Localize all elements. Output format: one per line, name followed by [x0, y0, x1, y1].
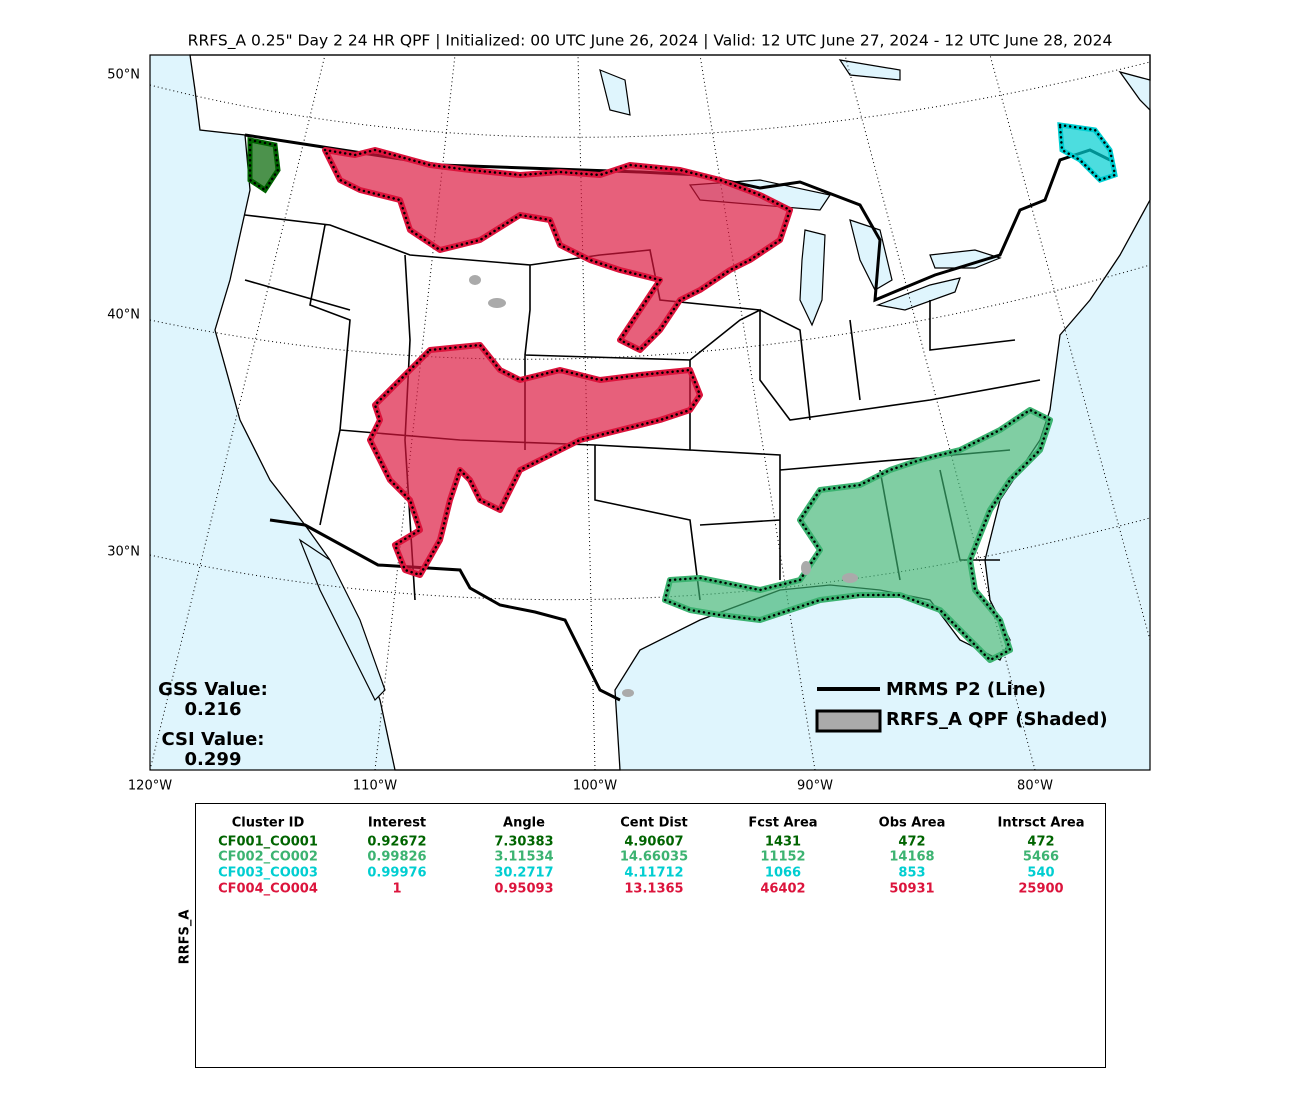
- lon-label: 110°W: [353, 779, 397, 794]
- table-cell: 1: [392, 882, 401, 897]
- unmatched-object: [469, 275, 481, 285]
- observed-object: [1058, 123, 1117, 182]
- table-cell: 46402: [760, 882, 805, 897]
- legend-label: MRMS P2 (Line): [886, 679, 1046, 700]
- parallel: [149, 61, 1151, 138]
- table-cell: CF002_CO002: [218, 850, 318, 865]
- table-cell: CF004_CO004: [218, 882, 318, 897]
- lat-label: 30°N: [107, 545, 140, 560]
- title: RRFS_A 0.25" Day 2 24 HR QPF | Initializ…: [188, 32, 1113, 51]
- lon-label: 80°W: [1017, 779, 1053, 794]
- observed-object: [368, 343, 702, 577]
- column-header: Intrsct Area: [998, 816, 1085, 831]
- table-cell: 13.1365: [624, 882, 683, 897]
- column-header: Obs Area: [879, 816, 946, 831]
- gulf-of-california: [298, 538, 386, 702]
- observed-object: [248, 138, 280, 192]
- map: [149, 54, 1151, 771]
- meridian: [699, 54, 816, 771]
- table-cell: 1066: [765, 866, 801, 881]
- table-cell: 1431: [765, 835, 801, 850]
- unmatched-object: [842, 573, 858, 583]
- lat-label: 40°N: [107, 308, 140, 323]
- column-header: Cent Dist: [620, 816, 688, 831]
- table-cell: 3.11534: [494, 850, 553, 865]
- table-cell: 0.99976: [367, 866, 426, 881]
- column-header: Interest: [368, 816, 426, 831]
- table-cell: 4.90607: [624, 835, 683, 850]
- table-side-label: RRFS_A: [178, 910, 193, 965]
- score-value: 0.216: [185, 699, 242, 720]
- table-cell: 0.92672: [367, 835, 426, 850]
- meridian: [149, 54, 326, 771]
- meridian: [844, 54, 1036, 771]
- lake: [875, 277, 961, 311]
- table-cell: 11152: [760, 850, 805, 865]
- unmatched-object: [801, 561, 811, 575]
- lon-label: 90°W: [797, 779, 833, 794]
- column-header: Angle: [503, 816, 545, 831]
- lake: [929, 249, 1002, 269]
- lat-label: 50°N: [107, 68, 140, 83]
- table-cell: 472: [898, 835, 925, 850]
- table-cell: 0.99826: [367, 850, 426, 865]
- table-cell: 50931: [889, 882, 934, 897]
- observed-object: [663, 408, 1052, 662]
- lake: [799, 229, 826, 327]
- parallel: [149, 264, 1151, 360]
- score-label: GSS Value:: [158, 679, 268, 700]
- map-frame: [149, 54, 1151, 771]
- table-cell: 14168: [889, 850, 934, 865]
- table-cell: 14.66035: [620, 850, 688, 865]
- parallel: [149, 517, 1151, 601]
- table-cell: 472: [1027, 835, 1054, 850]
- unmatched-object: [488, 298, 506, 308]
- country-border: [269, 518, 621, 702]
- table-cell: 540: [1027, 866, 1054, 881]
- score-value: 0.299: [185, 749, 242, 770]
- observed-object: [322, 148, 792, 352]
- table-cell: 0.95093: [494, 882, 553, 897]
- unmatched-forecast: [469, 275, 858, 697]
- score-label: CSI Value:: [162, 729, 265, 750]
- table-cell: 5466: [1023, 850, 1059, 865]
- unmatched-object: [622, 689, 634, 697]
- legend-label: RRFS_A QPF (Shaded): [886, 709, 1108, 730]
- legend-swatch: [815, 709, 882, 733]
- column-header: Fcst Area: [748, 816, 817, 831]
- table-cell: 25900: [1018, 882, 1063, 897]
- table-cell: CF001_CO001: [218, 835, 318, 850]
- table-cell: CF003_CO003: [218, 866, 318, 881]
- table-cell: 4.11712: [624, 866, 683, 881]
- lake: [838, 59, 901, 81]
- lake: [599, 69, 631, 116]
- table-cell: 30.2717: [494, 866, 553, 881]
- table-cell: 7.30383: [494, 835, 553, 850]
- lon-label: 120°W: [128, 779, 172, 794]
- table-cell: 853: [898, 866, 925, 881]
- table-frame: [195, 803, 1106, 1068]
- column-header: Cluster ID: [232, 816, 305, 831]
- lon-label: 100°W: [573, 779, 617, 794]
